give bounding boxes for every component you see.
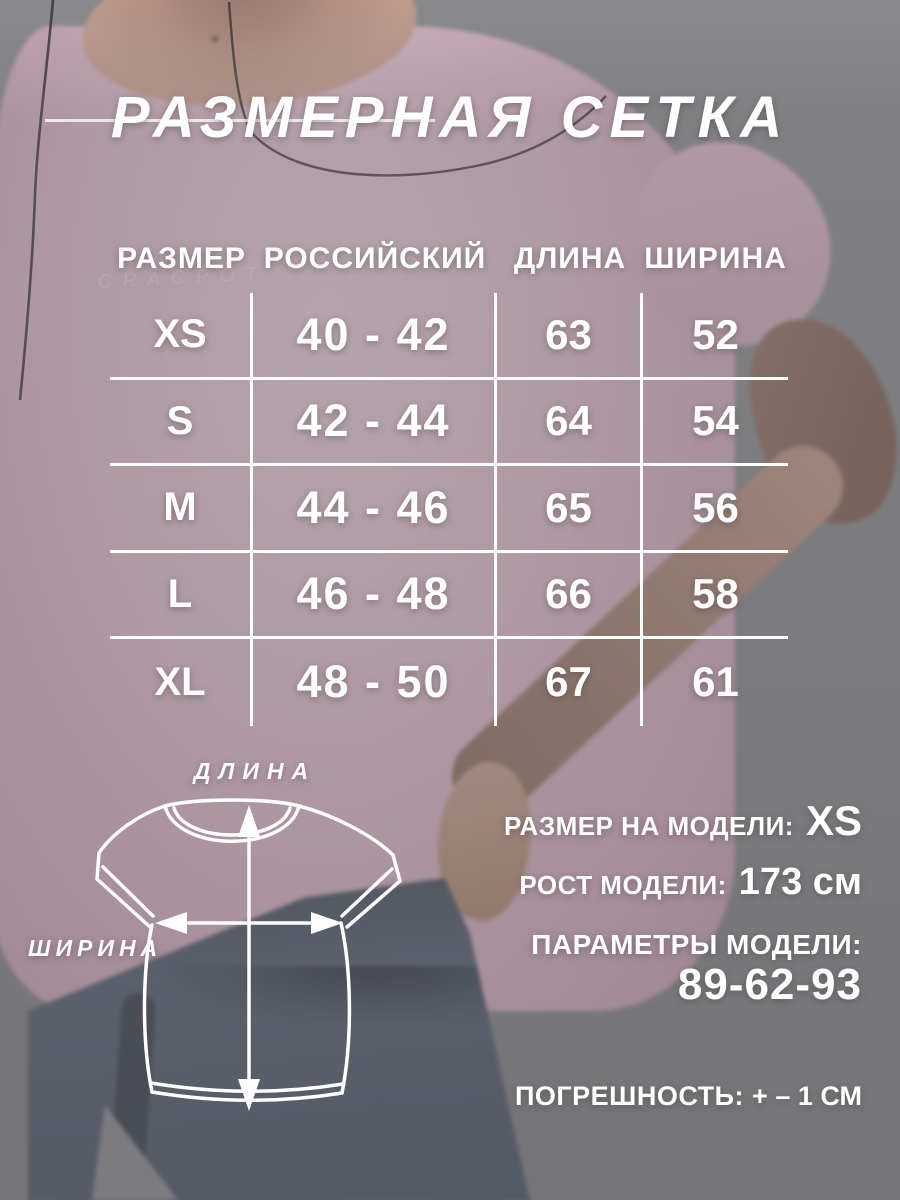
width-arrow-icon [155, 912, 343, 934]
width-cell: 56 [692, 483, 739, 531]
russian-size-cell: 46 - 48 [253, 552, 497, 636]
model-size-label: РАЗМЕР НА МОДЕЛИ: [504, 811, 794, 841]
page-title: РАЗМЕРНАЯ СЕТКА [110, 85, 790, 150]
model-params-value: 89-62-93 [677, 960, 862, 1009]
column-header-length: ДЛИНА [513, 242, 627, 275]
size-cell: XS [110, 293, 253, 377]
model-params-row: ПАРАМЕТРЫ МОДЕЛИ: [531, 929, 862, 961]
size-cell: XL [110, 639, 253, 726]
width-cell: 52 [692, 310, 739, 358]
model-height-label: РОСТ МОДЕЛИ: [519, 870, 727, 900]
length-cell: 64 [497, 379, 643, 463]
size-cell: M [110, 466, 253, 550]
russian-size-cell: 44 - 46 [253, 466, 497, 550]
length-cell: 67 [497, 639, 643, 726]
table-row-xs: XS 40 - 42 63 52 [110, 293, 788, 380]
width-cell: 54 [692, 397, 739, 445]
width-cell: 61 [692, 658, 739, 706]
model-params-label: ПАРАМЕТРЫ МОДЕЛИ: [531, 929, 862, 960]
size-cell: L [110, 552, 253, 636]
length-cell: 66 [497, 552, 643, 636]
column-header-width: ШИРИНА [644, 242, 787, 275]
photo-pink-tshirt [0, 26, 735, 1011]
column-header-russian: РОССИЙСКИЙ [263, 242, 487, 275]
table-row-xl: XL 48 - 50 67 61 [110, 639, 788, 726]
russian-size-cell: 40 - 42 [253, 293, 497, 377]
table-row-l: L 46 - 48 66 58 [110, 552, 788, 639]
width-label: ШИРИНА [28, 935, 163, 961]
length-arrow-icon [238, 805, 260, 1111]
table-header-row: РАЗМЕР РОССИЙСКИЙ ДЛИНА ШИРИНА [110, 225, 788, 293]
width-cell: 58 [692, 570, 739, 618]
column-header-size: РАЗМЕР [117, 242, 246, 275]
tolerance-row: ПОГРЕШНОСТЬ: + – 1 СМ [515, 1081, 862, 1112]
tshirt-outline-icon [95, 798, 402, 1111]
model-params-value-row: 89-62-93 [678, 960, 862, 1010]
table-row-s: S 42 - 44 64 54 [110, 379, 788, 466]
length-cell: 65 [497, 466, 643, 550]
table-row-m: M 44 - 46 65 56 [110, 466, 788, 553]
tshirt-diagram: ДЛИНА ШИРИНА [25, 752, 425, 1132]
length-cell: 63 [497, 293, 643, 377]
model-height-value: 173 см [738, 861, 862, 903]
russian-size-cell: 42 - 44 [253, 379, 497, 463]
title-strike-line [45, 119, 435, 122]
size-table: РАЗМЕР РОССИЙСКИЙ ДЛИНА ШИРИНА XS 40 - 4… [110, 225, 788, 726]
tolerance-value: + – 1 СМ [752, 1081, 862, 1111]
model-size-value: XS [805, 797, 862, 844]
model-size-row: РАЗМЕР НА МОДЕЛИ: XS [504, 797, 862, 845]
tolerance-label: ПОГРЕШНОСТЬ: [514, 1081, 745, 1111]
russian-size-cell: 48 - 50 [253, 639, 497, 726]
size-cell: S [110, 379, 253, 463]
length-label: ДЛИНА [193, 758, 317, 784]
model-height-row: РОСТ МОДЕЛИ: 173 см [519, 861, 862, 904]
photo-mole [212, 36, 218, 42]
